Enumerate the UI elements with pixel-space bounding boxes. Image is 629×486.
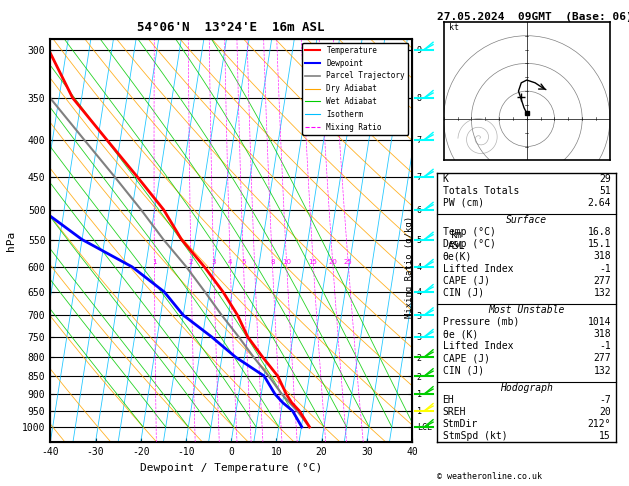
Text: 20: 20 xyxy=(599,407,611,417)
Y-axis label: km
ASL: km ASL xyxy=(448,230,465,251)
Text: © weatheronline.co.uk: © weatheronline.co.uk xyxy=(437,472,542,481)
Text: CAPE (J): CAPE (J) xyxy=(443,353,489,364)
Text: 1014: 1014 xyxy=(587,317,611,327)
Text: 25: 25 xyxy=(343,259,352,264)
Text: -1: -1 xyxy=(599,341,611,351)
Text: -7: -7 xyxy=(599,395,611,405)
Text: 20: 20 xyxy=(328,259,337,264)
Text: K: K xyxy=(443,174,448,184)
Text: SREH: SREH xyxy=(443,407,466,417)
Text: 5: 5 xyxy=(241,259,245,264)
Text: PW (cm): PW (cm) xyxy=(443,198,484,208)
Legend: Temperature, Dewpoint, Parcel Trajectory, Dry Adiabat, Wet Adiabat, Isotherm, Mi: Temperature, Dewpoint, Parcel Trajectory… xyxy=(302,43,408,135)
Text: 277: 277 xyxy=(593,353,611,364)
Text: 318: 318 xyxy=(593,329,611,339)
Text: 318: 318 xyxy=(593,251,611,261)
Text: 27.05.2024  09GMT  (Base: 06): 27.05.2024 09GMT (Base: 06) xyxy=(437,12,629,22)
Text: Temp (°C): Temp (°C) xyxy=(443,227,496,237)
Text: 29: 29 xyxy=(599,174,611,184)
Title: 54°06'N  13°24'E  16m ASL: 54°06'N 13°24'E 16m ASL xyxy=(137,20,325,34)
Text: StmDir: StmDir xyxy=(443,419,478,429)
Text: 16.8: 16.8 xyxy=(587,227,611,237)
Text: 8: 8 xyxy=(270,259,274,264)
Text: Surface: Surface xyxy=(506,215,547,225)
Text: CIN (J): CIN (J) xyxy=(443,365,484,376)
Text: Pressure (mb): Pressure (mb) xyxy=(443,317,519,327)
Text: 3: 3 xyxy=(211,259,216,264)
Text: EH: EH xyxy=(443,395,454,405)
Text: 51: 51 xyxy=(599,186,611,196)
Text: Lifted Index: Lifted Index xyxy=(443,341,513,351)
Text: θe (K): θe (K) xyxy=(443,329,478,339)
Text: Dewp (°C): Dewp (°C) xyxy=(443,239,496,249)
Text: -1: -1 xyxy=(599,263,611,274)
Text: kt: kt xyxy=(449,23,459,32)
Text: CIN (J): CIN (J) xyxy=(443,288,484,298)
Text: 4: 4 xyxy=(228,259,232,264)
X-axis label: Dewpoint / Temperature (°C): Dewpoint / Temperature (°C) xyxy=(140,463,322,473)
Text: 132: 132 xyxy=(593,365,611,376)
Text: Mixing Ratio (g/kg): Mixing Ratio (g/kg) xyxy=(405,216,414,318)
Text: 132: 132 xyxy=(593,288,611,298)
Y-axis label: hPa: hPa xyxy=(6,230,16,251)
Text: 15: 15 xyxy=(599,431,611,441)
Text: 2.64: 2.64 xyxy=(587,198,611,208)
Text: 10: 10 xyxy=(282,259,291,264)
Text: Hodograph: Hodograph xyxy=(500,382,554,393)
Text: 15.1: 15.1 xyxy=(587,239,611,249)
Text: Totals Totals: Totals Totals xyxy=(443,186,519,196)
Text: CAPE (J): CAPE (J) xyxy=(443,276,489,286)
Text: 277: 277 xyxy=(593,276,611,286)
Text: Most Unstable: Most Unstable xyxy=(489,305,565,315)
Text: 15: 15 xyxy=(309,259,318,264)
Text: StmSpd (kt): StmSpd (kt) xyxy=(443,431,507,441)
Text: 212°: 212° xyxy=(587,419,611,429)
Text: Lifted Index: Lifted Index xyxy=(443,263,513,274)
Text: 1: 1 xyxy=(152,259,157,264)
Text: θe(K): θe(K) xyxy=(443,251,472,261)
Text: 2: 2 xyxy=(189,259,193,264)
